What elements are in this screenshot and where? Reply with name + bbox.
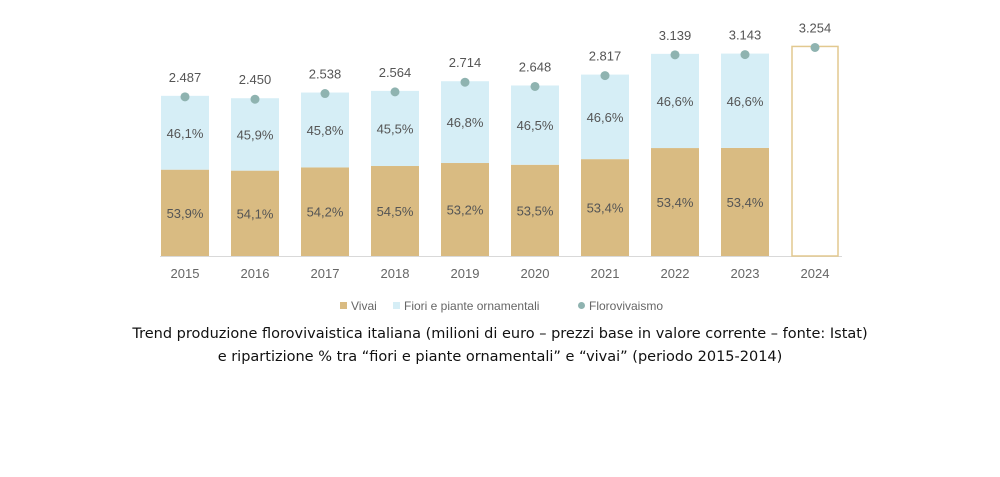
bar-outline-2024 bbox=[791, 45, 839, 257]
data-label-fiori: 46,6% bbox=[587, 110, 624, 125]
bar-vivai-2016 bbox=[231, 170, 279, 256]
x-tick-label: 2016 bbox=[241, 266, 270, 281]
florovivaismo-point-2019 bbox=[460, 77, 470, 87]
data-label-vivai: 53,5% bbox=[517, 203, 554, 218]
data-label-vivai: 54,2% bbox=[307, 205, 344, 220]
bar-fiori-2022 bbox=[651, 53, 699, 149]
total-label: 2.648 bbox=[519, 59, 552, 74]
data-label-fiori: 46,6% bbox=[657, 94, 694, 109]
stacked-bar-chart: 53,9% 46,1% 2.487 2015 54,1% 45,9% 2.450 2016 54… bbox=[160, 20, 842, 313]
florovivaismo-point-2020 bbox=[530, 81, 540, 91]
x-tick-label: 2020 bbox=[521, 266, 550, 281]
total-label: 2.714 bbox=[449, 55, 482, 70]
x-tick-label: 2015 bbox=[171, 266, 200, 281]
x-tick-label: 2018 bbox=[381, 266, 410, 281]
data-label-fiori: 46,8% bbox=[447, 115, 484, 130]
data-label-fiori: 45,9% bbox=[237, 127, 274, 142]
legend-swatch bbox=[578, 302, 585, 309]
legend-swatch bbox=[393, 302, 400, 309]
florovivaismo-point-2021 bbox=[600, 71, 610, 81]
bar-fiori-2023 bbox=[721, 53, 769, 148]
florovivaismo-point-2018 bbox=[390, 87, 400, 97]
bar-vivai-2022 bbox=[651, 148, 699, 256]
total-label: 2.538 bbox=[309, 67, 342, 82]
data-label-fiori: 46,5% bbox=[517, 118, 554, 133]
bar-vivai-2021 bbox=[581, 159, 629, 256]
bar-fiori-2021 bbox=[581, 74, 629, 160]
bar-vivai-2015 bbox=[161, 169, 209, 256]
bar-vivai-2017 bbox=[301, 167, 349, 256]
data-label-fiori: 46,1% bbox=[167, 126, 204, 141]
total-label: 2.564 bbox=[379, 65, 412, 80]
chart-caption: Trend produzione florovivaistica italian… bbox=[0, 323, 1000, 369]
bar-vivai-2023 bbox=[721, 147, 769, 256]
bar-fiori-2017 bbox=[301, 92, 349, 168]
total-label: 3.254 bbox=[799, 20, 832, 35]
bar-vivai-2019 bbox=[441, 163, 489, 256]
x-tick-label: 2023 bbox=[731, 266, 760, 281]
data-label-fiori: 45,5% bbox=[377, 121, 414, 136]
florovivaismo-point-2023 bbox=[740, 50, 750, 60]
florovivaismo-point-2017 bbox=[320, 89, 330, 99]
bar-fiori-2015 bbox=[161, 95, 209, 170]
florovivaismo-point-2015 bbox=[180, 92, 190, 102]
data-label-vivai: 53,2% bbox=[447, 203, 484, 218]
florovivaismo-point-2024 bbox=[810, 42, 820, 52]
x-tick-label: 2024 bbox=[801, 266, 830, 281]
bar-vivai-2020 bbox=[511, 164, 559, 256]
florovivaismo-point-2022 bbox=[670, 50, 680, 60]
data-label-fiori: 46,6% bbox=[727, 94, 764, 109]
total-label: 3.143 bbox=[729, 28, 762, 43]
data-label-vivai: 53,9% bbox=[167, 206, 204, 221]
data-label-fiori: 45,8% bbox=[307, 123, 344, 138]
florovivaismo-point-2016 bbox=[250, 94, 260, 104]
bar-vivai-2018 bbox=[371, 166, 419, 256]
legend-label: Fiori e piante ornamentali bbox=[404, 299, 539, 313]
bar-fiori-2016 bbox=[231, 98, 279, 171]
total-label: 2.450 bbox=[239, 72, 272, 87]
bar-fiori-2019 bbox=[441, 81, 489, 164]
data-label-vivai: 54,5% bbox=[377, 204, 414, 219]
data-label-vivai: 53,4% bbox=[657, 195, 694, 210]
x-tick-label: 2017 bbox=[311, 266, 340, 281]
legend-label: Vivai bbox=[351, 299, 377, 313]
caption-line-1: Trend produzione florovivaistica italian… bbox=[132, 326, 868, 342]
data-label-vivai: 53,4% bbox=[727, 195, 764, 210]
x-tick-label: 2022 bbox=[661, 266, 690, 281]
caption-line-2: e ripartizione % tra “fiori e piante orn… bbox=[217, 349, 783, 365]
x-tick-label: 2021 bbox=[591, 266, 620, 281]
total-label: 2.817 bbox=[589, 49, 622, 64]
x-tick-label: 2019 bbox=[451, 266, 480, 281]
data-label-vivai: 53,4% bbox=[587, 201, 624, 216]
legend-swatch bbox=[340, 302, 347, 309]
total-label: 2.487 bbox=[169, 70, 202, 85]
bar-fiori-2018 bbox=[371, 90, 419, 167]
total-label: 3.139 bbox=[659, 28, 692, 43]
data-label-vivai: 54,1% bbox=[237, 206, 274, 221]
legend-label: Florovivaismo bbox=[589, 299, 663, 313]
bar-fiori-2020 bbox=[511, 85, 559, 165]
